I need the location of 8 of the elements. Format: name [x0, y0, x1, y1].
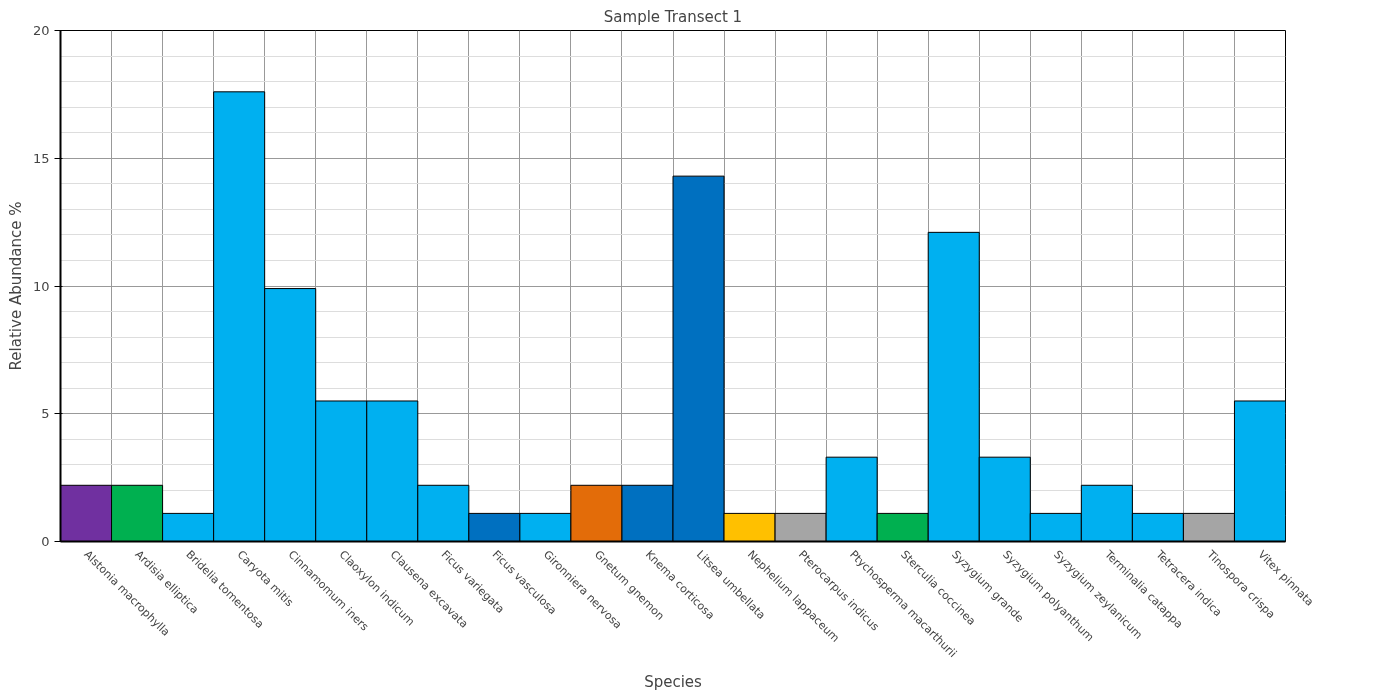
x-axis-title: Species	[644, 672, 703, 691]
y-tick-label: 15	[32, 150, 50, 166]
y-tick-label: 0	[41, 534, 50, 549]
y-axis-title: Relative Abundance %	[6, 201, 25, 371]
chart-title: Sample Transect 1	[603, 7, 743, 26]
y-tick-label: 20	[32, 23, 50, 38]
y-tick-label: 5	[41, 406, 50, 422]
y-tick-label: 10	[32, 278, 50, 294]
